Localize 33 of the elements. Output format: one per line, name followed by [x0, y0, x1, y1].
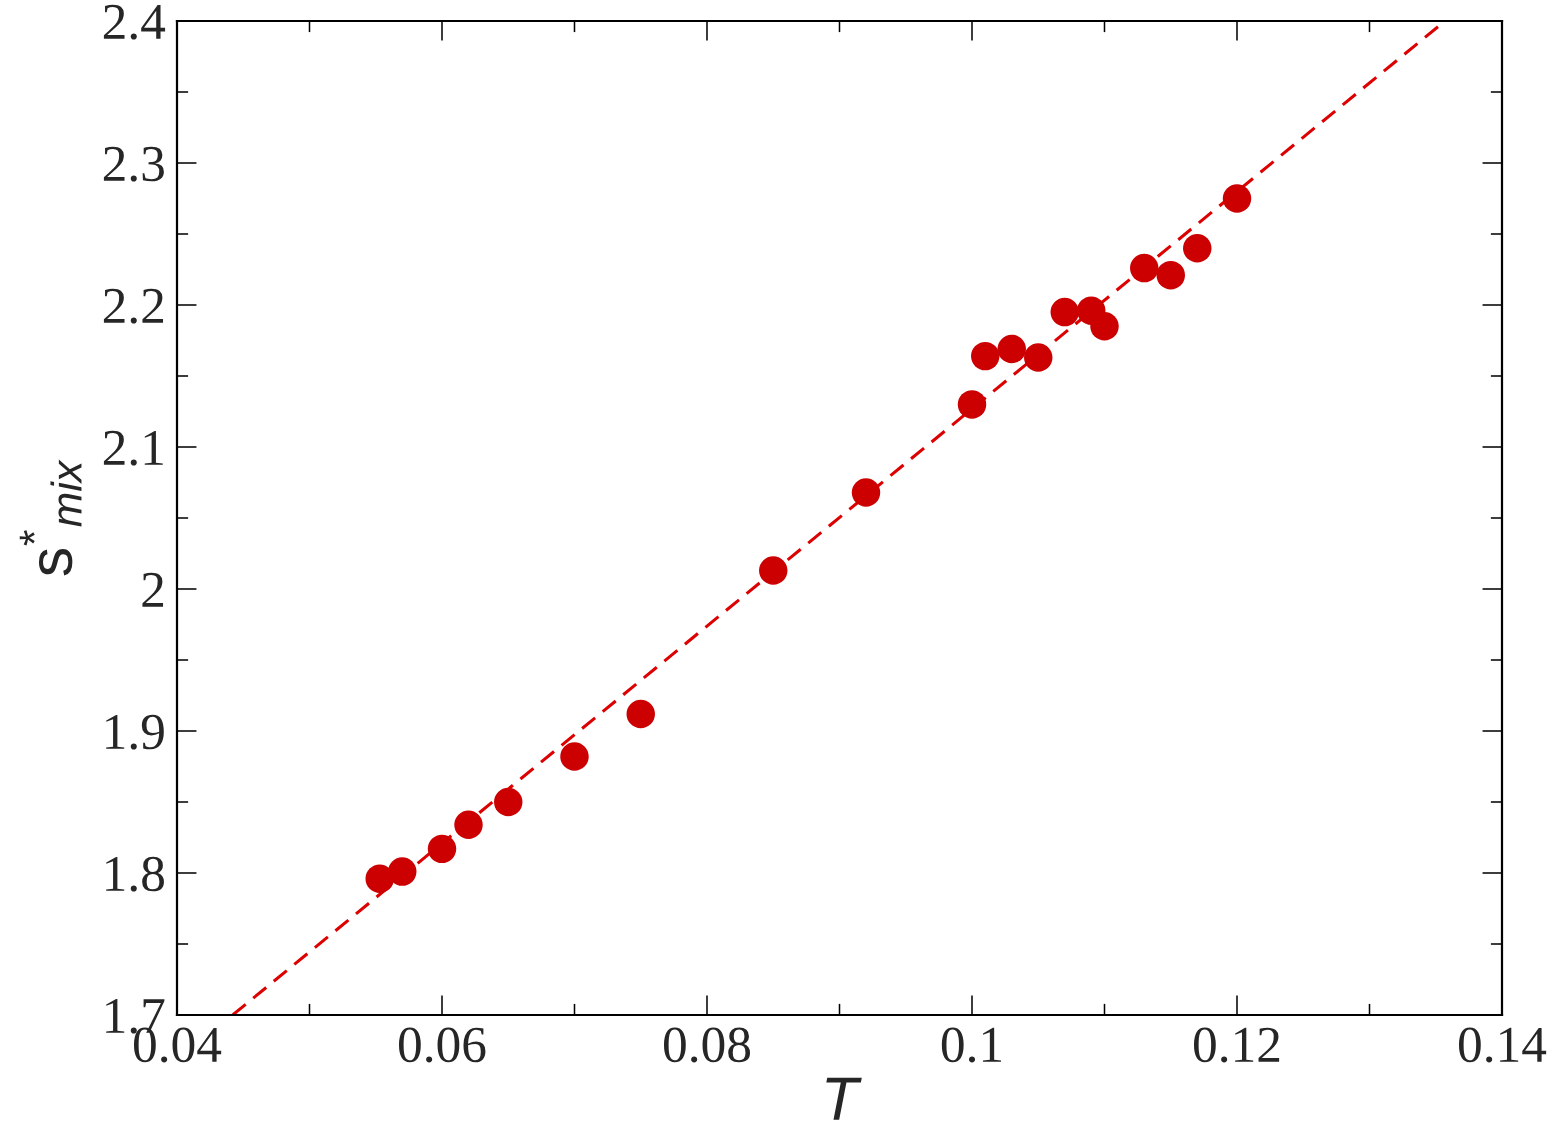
point: [1024, 343, 1053, 372]
y-tick-label: 2.4: [103, 4, 166, 40]
x-axis-title: T: [826, 1077, 862, 1120]
x-tick-label: 0.14: [1458, 1027, 1547, 1063]
point: [626, 699, 655, 729]
y-tick-label: 2: [142, 572, 164, 607]
y-tick-label: 1.8: [106, 856, 164, 892]
point: [1222, 184, 1252, 213]
y-tick-label: 2.1: [103, 430, 163, 466]
point: [1090, 312, 1119, 341]
point: [1130, 253, 1159, 283]
point: [957, 390, 987, 419]
point: [851, 478, 881, 507]
x-tick-label: 0.06: [398, 1027, 486, 1063]
point: [365, 864, 394, 893]
point: [971, 341, 1000, 371]
x-tick-label: 0.08: [663, 1027, 751, 1063]
point: [427, 834, 457, 864]
point: [454, 810, 483, 839]
point: [1050, 297, 1079, 327]
point: [1183, 233, 1212, 263]
x-tick-label: 0.12: [1193, 1027, 1280, 1063]
point: [759, 556, 788, 585]
y-tick-label: 1.9: [106, 714, 164, 750]
point: [494, 787, 523, 817]
y-tick-label: 2.2: [103, 288, 164, 324]
y-tick-label: 2.3: [103, 146, 164, 182]
point: [560, 742, 589, 771]
x-tick-label: 0.1: [941, 1027, 1002, 1063]
point: [1156, 260, 1185, 290]
point: [388, 857, 417, 886]
y-axis-title: s$^{*}$$_{mix}$: [19, 459, 82, 576]
point: [997, 334, 1026, 364]
